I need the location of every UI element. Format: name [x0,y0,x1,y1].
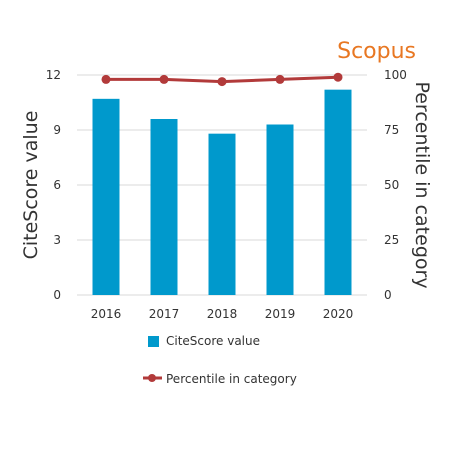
bar [150,119,178,295]
left-axis-tick-label: 3 [53,233,61,247]
right-axis-title: Percentile in category [411,81,433,288]
left-axis-tick-label: 9 [53,123,61,137]
bar [266,124,294,295]
bar [324,89,352,296]
line-point [333,72,343,82]
line-point [217,77,227,87]
right-axis-tick-label: 25 [384,233,399,247]
right-axis-ticks: 0 25 50 75 100 [384,68,407,302]
right-axis-tick-label: 75 [384,123,399,137]
left-axis-tick-label: 6 [53,178,61,192]
legend-line-label: Percentile in category [166,372,297,386]
bar [92,98,120,295]
x-axis-tick-label: 2016 [91,307,122,321]
line-point [159,74,169,84]
x-axis-tick-label: 2020 [323,307,354,321]
legend-bar-entry: CiteScore value [148,334,260,348]
line-point [275,74,285,84]
line-series [101,72,343,87]
legend-line-marker [148,374,156,382]
right-axis-tick-label: 0 [384,288,392,302]
scopus-logo-text: Scopus [337,39,416,64]
right-axis-tick-label: 50 [384,178,399,192]
legend-line-entry: Percentile in category [143,372,297,386]
legend-bar-swatch [148,336,159,347]
x-axis-tick-label: 2018 [207,307,238,321]
x-axis-tick-label: 2019 [265,307,296,321]
legend-bar-label: CiteScore value [166,334,260,348]
left-axis-ticks: 0 3 6 9 12 [46,68,61,302]
right-axis-tick-label: 100 [384,68,407,82]
left-axis-title: CiteScore value [20,111,42,260]
bar-series [92,89,352,296]
bar [208,133,236,295]
left-axis-tick-label: 12 [46,68,61,82]
x-axis-tick-label: 2017 [149,307,180,321]
left-axis-tick-label: 0 [53,288,61,302]
line-point [101,74,111,84]
x-axis-ticks: 2016 2017 2018 2019 2020 [91,307,354,321]
